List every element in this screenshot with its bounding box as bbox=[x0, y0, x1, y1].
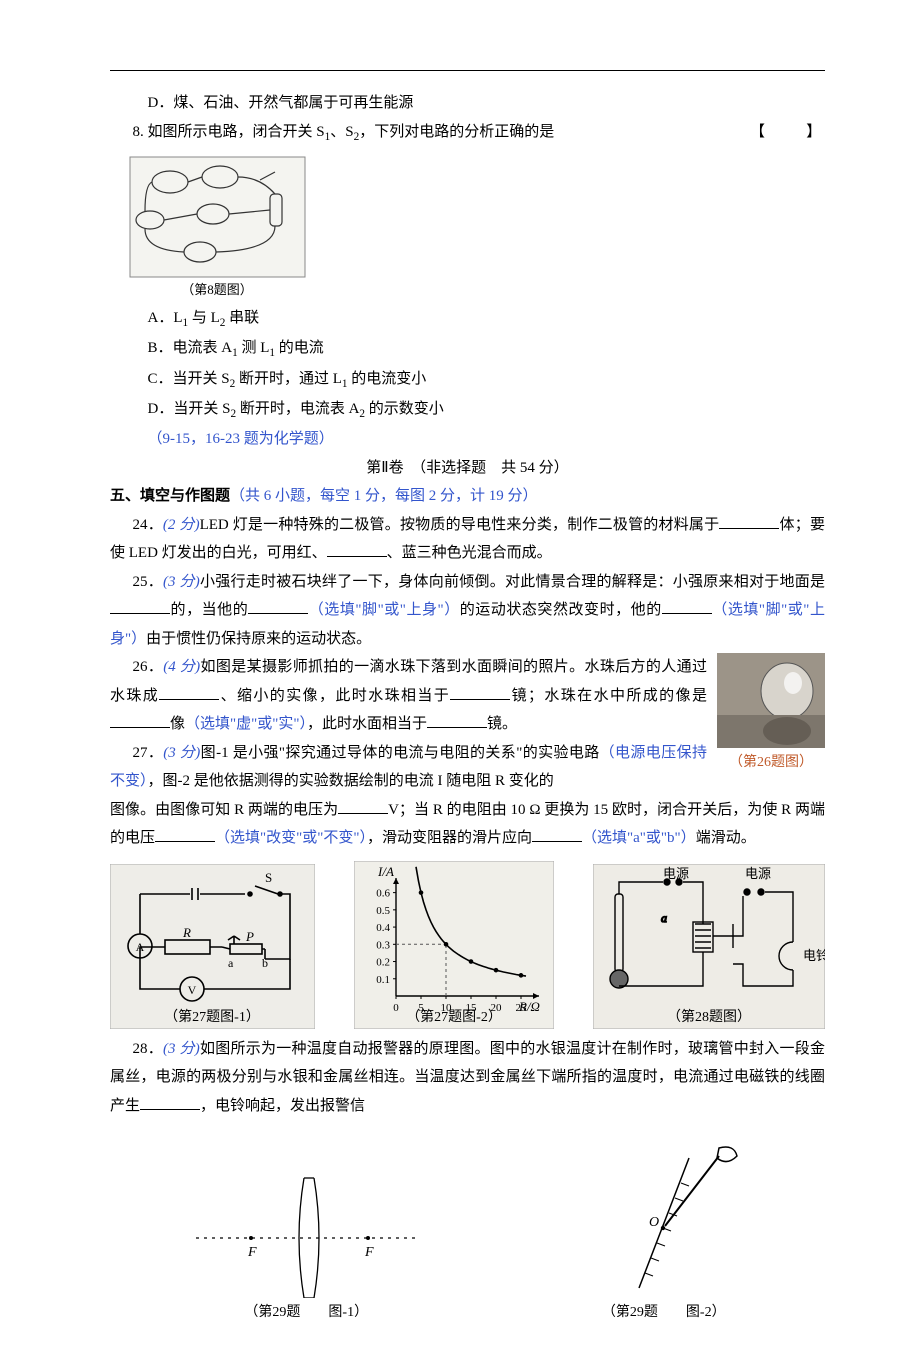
q8-opt-b: B．电流表 A1 测 L1 的电流 bbox=[110, 334, 825, 364]
svg-text:F: F bbox=[364, 1245, 374, 1260]
q27-part1: 27．(3 分)图-1 是小强"探究通过导体的电流与电阻的关系"的实验电路（电源… bbox=[110, 739, 707, 796]
svg-text:A: A bbox=[136, 940, 145, 954]
q27-part2: 图像。由图像可知 R 两端的电压为V；当 R 的电阻由 10 Ω 更换为 15 … bbox=[110, 796, 825, 853]
q27-fig1-cap: （第27题图-1） bbox=[164, 1008, 260, 1025]
svg-text:R/Ω: R/Ω bbox=[518, 999, 540, 1014]
q29-fig2: O （第29题 图-2） bbox=[579, 1138, 749, 1327]
part2-title: 第Ⅱ卷 （非选择题 共 54 分） bbox=[110, 454, 825, 483]
q26: 26．(4 分)如图是某摄影师抓拍的一滴水珠下落到水面瞬间的照片。水珠后方的人通… bbox=[110, 653, 707, 739]
q27-circuit1-svg: A V R S P a b （第27题图-1） bbox=[110, 864, 315, 1029]
svg-text:0.3: 0.3 bbox=[376, 939, 390, 951]
blank[interactable] bbox=[662, 598, 712, 615]
svg-text:（第27题图-2）: （第27题图-2） bbox=[406, 1008, 502, 1025]
q29-fig1-cap: （第29题 图-1） bbox=[244, 1300, 368, 1327]
svg-text:V: V bbox=[188, 983, 197, 997]
q8-stem-mid: 、S bbox=[330, 124, 353, 140]
blank[interactable] bbox=[159, 683, 219, 700]
chem-note: （9-15，16-23 题为化学题） bbox=[110, 425, 825, 454]
svg-text:b: b bbox=[262, 956, 268, 970]
blank[interactable] bbox=[427, 712, 487, 729]
blank[interactable] bbox=[532, 826, 582, 843]
q8-opt-d: D．当开关 S2 断开时，电流表 A2 的示数变小 bbox=[110, 395, 825, 425]
svg-text:I/A: I/A bbox=[377, 864, 394, 879]
svg-text:电源: 电源 bbox=[745, 866, 771, 881]
q28-row: 28．(3 分)如图所示为一种温度自动报警器的原理图。图中的水银温度计在制作时，… bbox=[110, 1035, 825, 1121]
section5-tail: （共 6 小题，每空 1 分，每图 2 分，计 19 分） bbox=[230, 488, 538, 504]
svg-text:0.5: 0.5 bbox=[376, 905, 390, 917]
svg-text:0: 0 bbox=[393, 1002, 399, 1014]
svg-text:0.2: 0.2 bbox=[376, 956, 390, 968]
q28-fig: a 电源 电源 电铃 （第28题图） bbox=[593, 864, 825, 1029]
q27-fig2: 0.10.20.30.40.50.60510152025I/AR/Ω（第27题图… bbox=[354, 861, 554, 1029]
q8-stem-pre: 8. 如图所示电路，闭合开关 S bbox=[133, 124, 325, 140]
svg-text:R: R bbox=[182, 925, 191, 940]
q8-figure-wrap: （第8题图） bbox=[125, 152, 825, 302]
q29-mirror-svg: O bbox=[579, 1138, 749, 1298]
q26-photo-svg bbox=[717, 653, 825, 748]
q25: 25．(3 分)小强行走时被石块绊了一下，身体向前倾倒。对此情景合理的解释是：小… bbox=[110, 568, 825, 654]
blank[interactable] bbox=[110, 598, 170, 615]
q8-circuit-svg: （第8题图） bbox=[125, 152, 310, 302]
svg-text:0.6: 0.6 bbox=[376, 887, 390, 899]
q29-fig1: F F （第29题 图-1） bbox=[186, 1148, 426, 1327]
q27-fig1: A V R S P a b （第27题图-1） bbox=[110, 864, 315, 1029]
q28-circuit-svg: a 电源 电源 电铃 （第28题图） bbox=[593, 864, 825, 1029]
q26-fig-cap: （第26题图） bbox=[729, 750, 813, 777]
q24: 24．(2 分)LED 灯是一种特殊的二极管。按物质的导电性来分类，制作二极管的… bbox=[110, 511, 825, 568]
q27-chart-svg: 0.10.20.30.40.50.60510152025I/AR/Ω（第27题图… bbox=[354, 861, 554, 1029]
svg-text:0.4: 0.4 bbox=[376, 922, 390, 934]
section5-bold: 五、填空与作图题 bbox=[110, 488, 230, 504]
q7-option-d: D．煤、石油、开然气都属于可再生能源 bbox=[110, 89, 825, 118]
q8-opt-c: C．当开关 S2 断开时，通过 L1 的电流变小 bbox=[110, 365, 825, 395]
blank[interactable] bbox=[338, 797, 388, 814]
svg-text:F: F bbox=[247, 1245, 257, 1260]
blank[interactable] bbox=[719, 512, 779, 529]
q29-figs: F F （第29题 图-1） O bbox=[110, 1138, 825, 1327]
q26-row: 26．(4 分)如图是某摄影师抓拍的一滴水珠下落到水面瞬间的照片。水珠后方的人通… bbox=[110, 653, 825, 796]
svg-text:0.1: 0.1 bbox=[376, 974, 390, 986]
top-rule bbox=[110, 70, 825, 71]
q8-stem: 8. 如图所示电路，闭合开关 S1、S2，下列对电路的分析正确的是 【 】 bbox=[110, 118, 825, 148]
q8-opt-a: A．L1 与 L2 串联 bbox=[110, 304, 825, 334]
section5-head: 五、填空与作图题（共 6 小题，每空 1 分，每图 2 分，计 19 分） bbox=[110, 482, 825, 511]
q28-fig-cap: （第28题图） bbox=[667, 1008, 751, 1025]
q8-stem-post: ，下列对电路的分析正确的是 bbox=[359, 124, 554, 140]
svg-text:O: O bbox=[649, 1215, 659, 1230]
blank[interactable] bbox=[248, 598, 308, 615]
svg-text:电源: 电源 bbox=[663, 866, 689, 881]
q27-figs: A V R S P a b （第27题图-1） 0.1 0.2 0.3 0.4 0.5 0… bbox=[110, 861, 825, 1029]
svg-text:a: a bbox=[228, 956, 234, 970]
svg-text:电铃: 电铃 bbox=[803, 948, 825, 963]
q29-fig2-cap: （第29题 图-2） bbox=[602, 1300, 726, 1327]
blank[interactable] bbox=[155, 826, 215, 843]
blank[interactable] bbox=[450, 683, 510, 700]
q8-fig-cap-svg: （第8题图） bbox=[181, 282, 253, 297]
svg-text:S: S bbox=[265, 870, 272, 885]
blank[interactable] bbox=[140, 1093, 200, 1110]
q29-lens-svg: F F bbox=[186, 1148, 426, 1298]
q26-figure: （第26题图） bbox=[717, 653, 825, 777]
svg-text:a: a bbox=[661, 911, 667, 925]
q28: 28．(3 分)如图所示为一种温度自动报警器的原理图。图中的水银温度计在制作时，… bbox=[110, 1035, 825, 1121]
blank[interactable] bbox=[110, 712, 170, 729]
blank[interactable] bbox=[327, 541, 387, 558]
answer-bracket: 【 】 bbox=[727, 118, 825, 147]
svg-text:P: P bbox=[245, 929, 254, 944]
